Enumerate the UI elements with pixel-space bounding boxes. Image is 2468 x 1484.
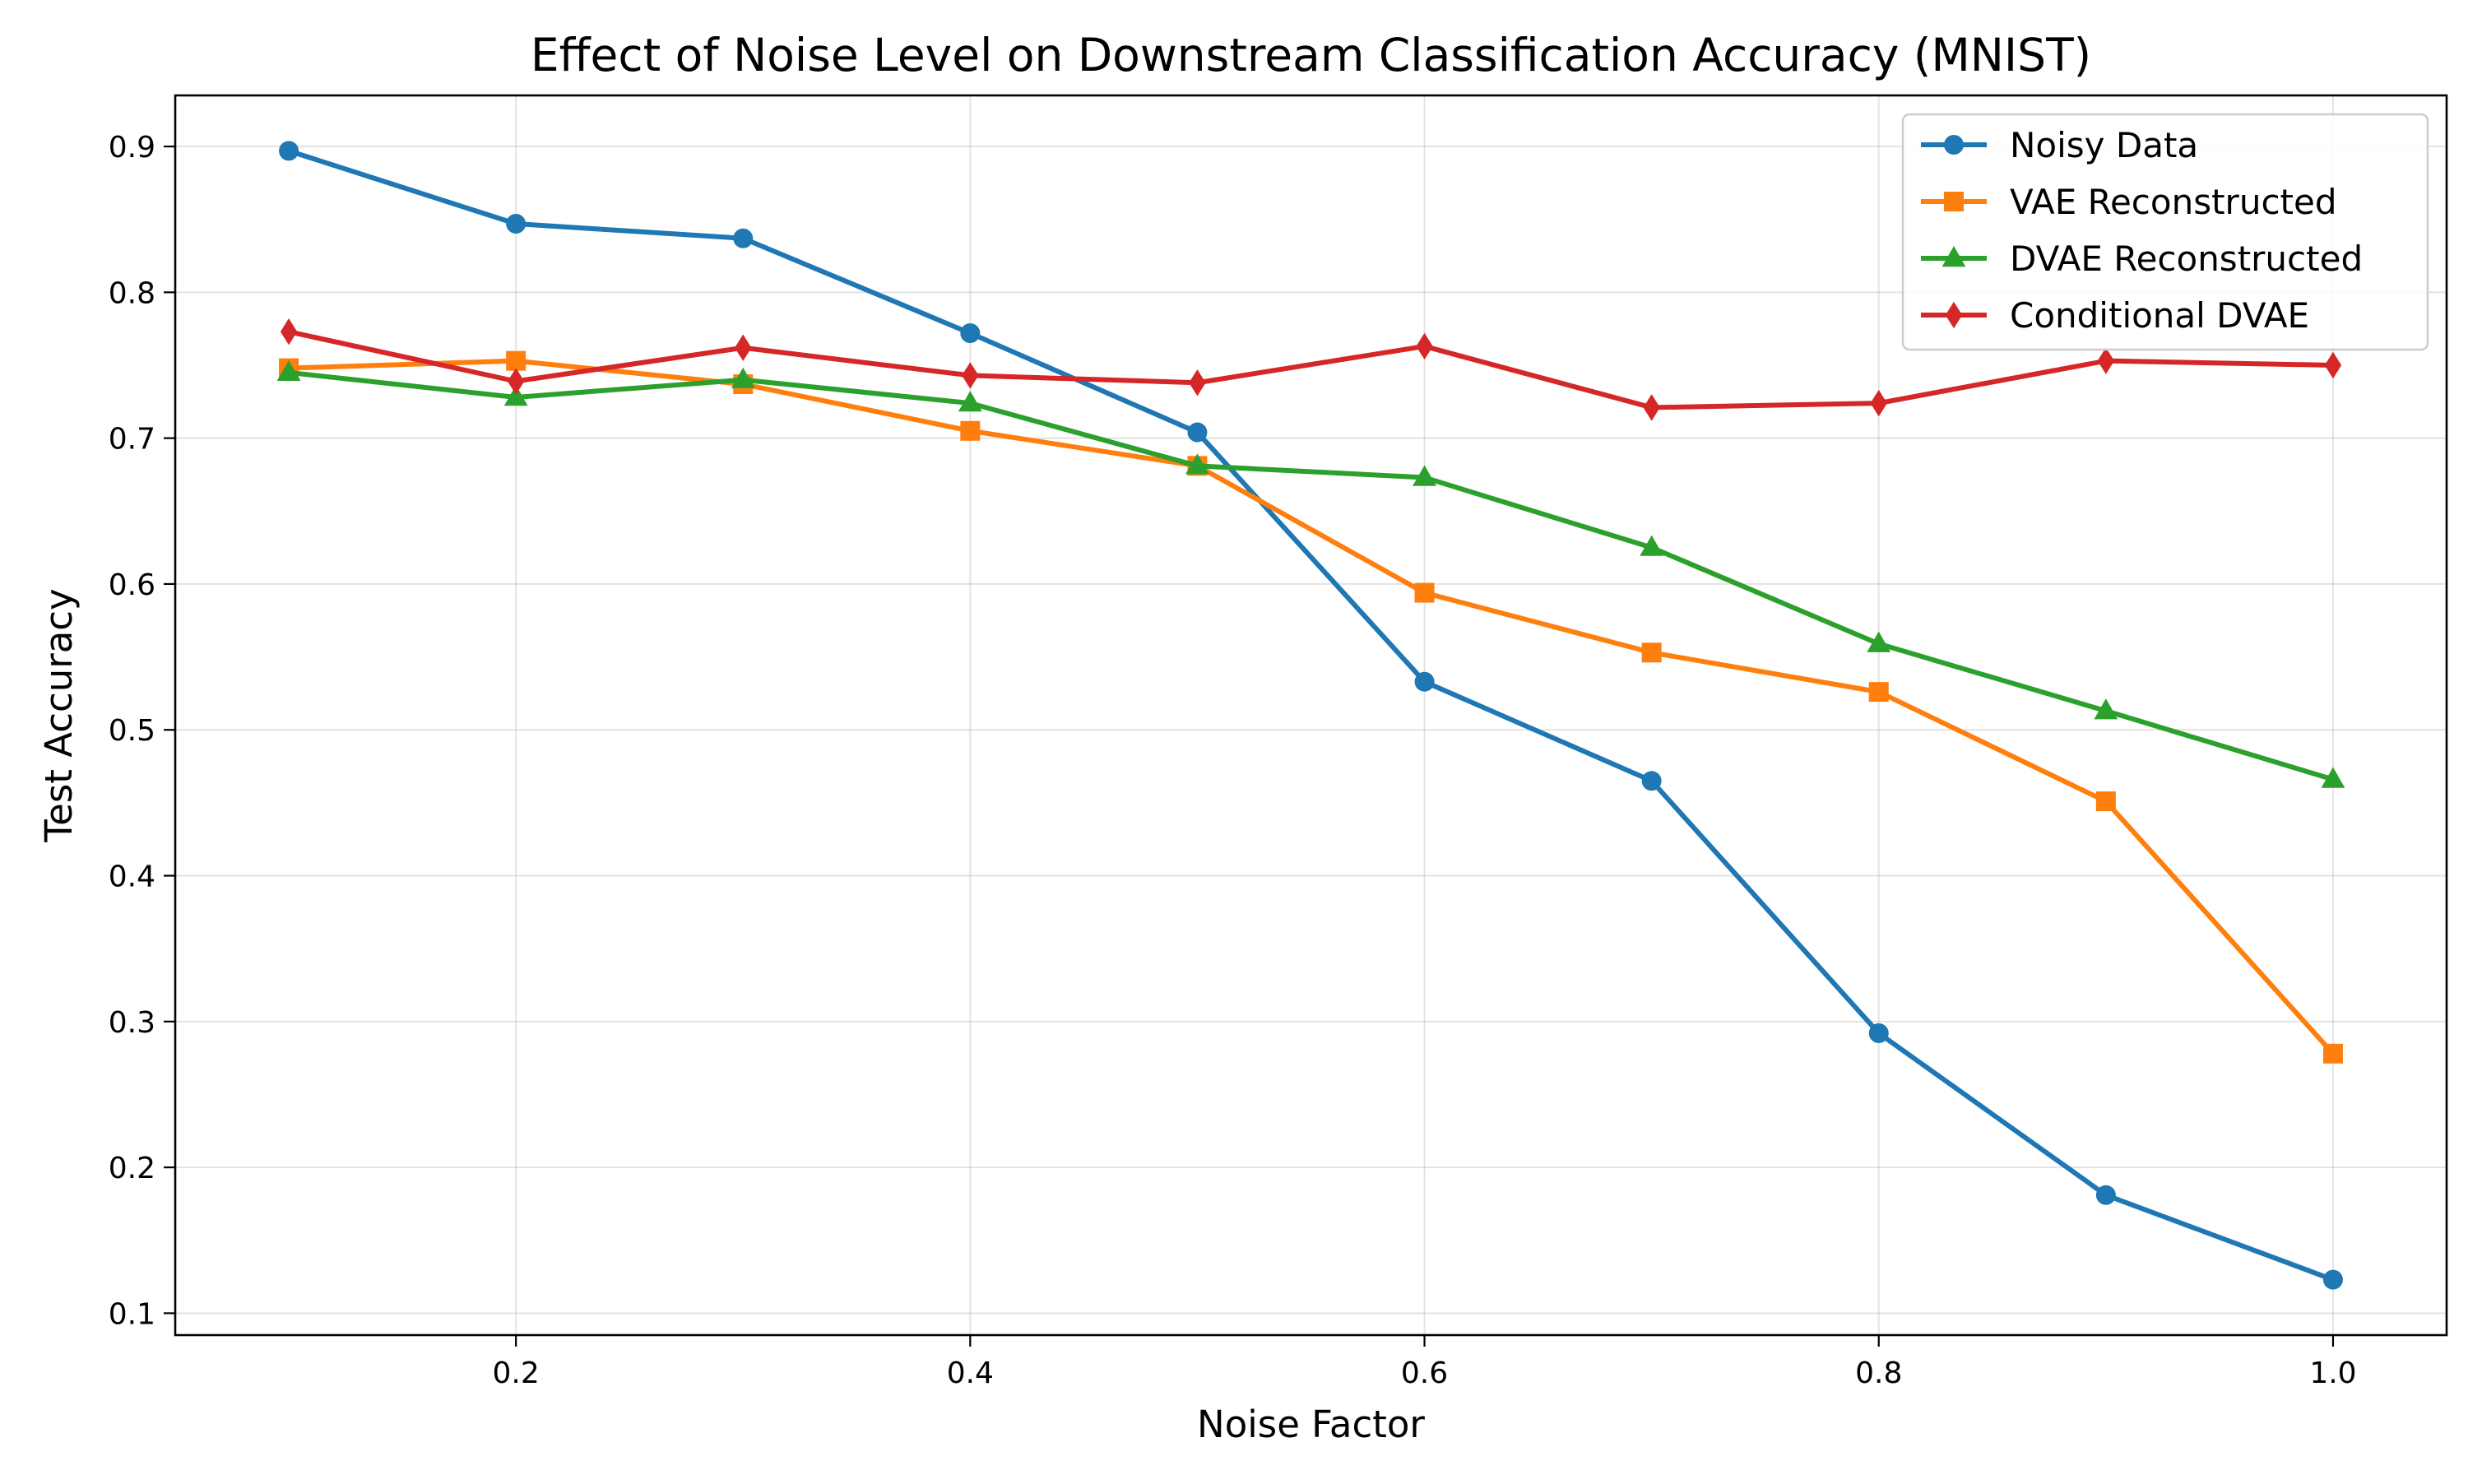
legend-entry: VAE Reconstructed — [1921, 182, 2337, 222]
data-point — [1643, 394, 1660, 421]
data-point — [2322, 1043, 2343, 1064]
legend: Noisy Data VAE Reconstructed DVAE Reconstr… — [1901, 113, 2429, 351]
series-3 — [276, 359, 2345, 788]
x-tick-label: 0.6 — [1401, 1356, 1448, 1390]
data-point — [1414, 671, 1435, 692]
x-axis-label: Noise Factor — [1197, 1403, 1425, 1446]
y-axis-label: Test Accuracy — [37, 588, 81, 842]
data-point — [958, 391, 982, 412]
series-layer — [276, 141, 2345, 1290]
data-point — [960, 420, 981, 441]
y-tick-label: 0.3 — [109, 1006, 155, 1040]
series-line — [286, 369, 2336, 782]
plot-frame — [174, 94, 2448, 1337]
data-point — [960, 322, 981, 343]
data-point — [280, 318, 298, 345]
tick-layer: 0.2 0.4 0.6 0.8 1.0 0.1 0.2 0.3 0.4 0.5 0.6 0.7 0.8 0… — [109, 131, 2357, 1390]
data-point — [2321, 767, 2345, 788]
legend-label: Conditional DVAE — [2010, 295, 2309, 336]
data-point — [1641, 642, 1662, 663]
legend-marker — [1945, 301, 1963, 329]
series-line — [286, 329, 2336, 410]
legend-entry: Noisy Data — [1921, 125, 2198, 165]
data-point — [2322, 1269, 2343, 1290]
chart-title: Effect of Noise Level on Downstream Clas… — [531, 29, 2091, 81]
legend-box — [1901, 113, 2429, 351]
series-line — [286, 148, 2336, 1282]
x-tick-label: 0.8 — [1855, 1356, 1902, 1390]
y-tick-label: 0.6 — [109, 568, 155, 602]
y-tick-label: 0.9 — [109, 131, 155, 165]
y-tick-label: 0.5 — [109, 714, 155, 748]
data-point — [1868, 682, 1889, 703]
x-tick-label: 0.4 — [947, 1356, 994, 1390]
legend-label: VAE Reconstructed — [2010, 182, 2337, 222]
data-point — [1189, 369, 1206, 397]
series-line — [286, 358, 2336, 1056]
data-point — [2097, 347, 2115, 374]
data-point — [962, 362, 979, 389]
legend-label: DVAE Reconstructed — [2010, 239, 2363, 279]
data-point — [2095, 1185, 2116, 1205]
series-2 — [279, 350, 2343, 1064]
data-point — [1414, 582, 1435, 603]
data-point — [1641, 771, 1662, 791]
data-point — [506, 214, 527, 234]
data-point — [1416, 332, 1433, 360]
series-1 — [279, 141, 2343, 1290]
y-tick-label: 0.7 — [109, 423, 155, 457]
x-tick-label: 1.0 — [2309, 1356, 2356, 1390]
legend-entry: Conditional DVAE — [1921, 295, 2309, 336]
y-tick-label: 0.8 — [109, 276, 155, 310]
data-point — [2324, 351, 2342, 379]
data-point — [2094, 698, 2118, 720]
data-point — [1187, 422, 1208, 443]
data-point — [503, 384, 528, 406]
legend-marker — [1944, 135, 1964, 155]
y-tick-label: 0.4 — [109, 860, 155, 894]
x-tick-label: 0.2 — [493, 1356, 540, 1390]
data-point — [2095, 791, 2116, 812]
data-point — [733, 228, 754, 248]
data-point — [506, 350, 527, 371]
legend-label: Noisy Data — [2010, 125, 2198, 165]
data-point — [1640, 535, 1664, 556]
data-point — [1413, 465, 1436, 486]
data-point — [279, 141, 299, 161]
legend-entry: DVAE Reconstructed — [1921, 239, 2363, 279]
legend-marker — [1944, 192, 1964, 211]
legend-marker — [1941, 246, 1966, 267]
data-point — [735, 334, 752, 361]
data-point — [731, 367, 755, 388]
y-tick-label: 0.1 — [109, 1297, 155, 1331]
y-tick-label: 0.2 — [109, 1152, 155, 1185]
data-point — [507, 368, 525, 395]
data-point — [1867, 631, 1891, 652]
series-4 — [280, 318, 2342, 421]
data-point — [1185, 453, 1209, 475]
data-point — [1870, 389, 1887, 417]
data-point — [276, 359, 301, 382]
data-point — [1868, 1023, 1889, 1044]
